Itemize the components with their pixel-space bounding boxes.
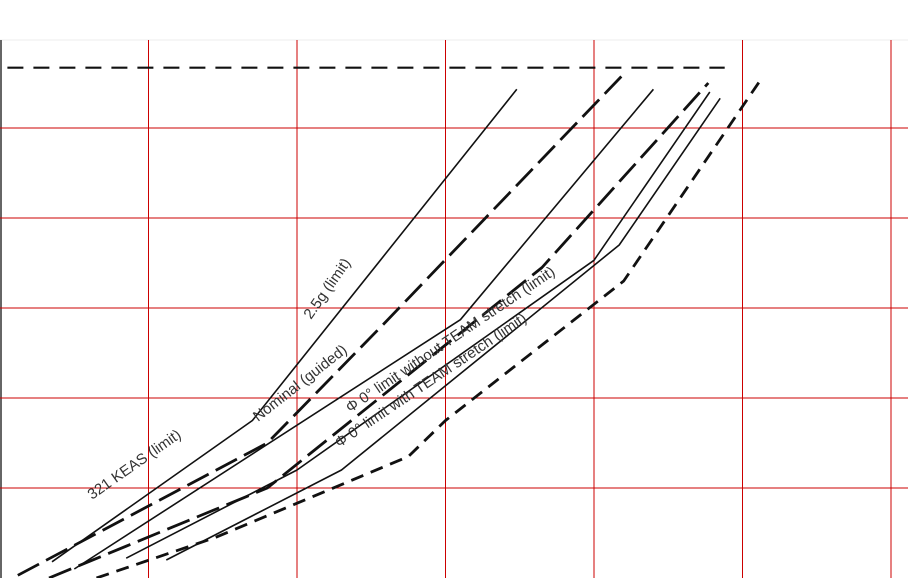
annotation-limit-without-team-stretch: Φ 0° limit without TEAM stretch (limit) <box>343 263 559 416</box>
bound-lines <box>7 66 725 69</box>
series-line-2 <box>51 88 518 563</box>
grid <box>0 39 908 578</box>
series-line-4 <box>48 82 710 578</box>
series-line-1 <box>17 73 625 577</box>
series-lines <box>17 73 762 578</box>
annotations: 321 KEAS (limit) 2.5g (limit) Nominal (g… <box>85 255 559 503</box>
series-line-3 <box>73 88 655 570</box>
annotation-2-5g: 2.5g (limit) <box>300 255 354 322</box>
annotation-321-keas: 321 KEAS (limit) <box>85 426 185 503</box>
annotation-nominal-guided: Nominal (guided) <box>250 341 350 425</box>
annotation-limit-with-team-stretch: Φ 0° limit with TEAM stretch (limit) <box>332 310 530 451</box>
series-line-7 <box>96 79 762 578</box>
series-line-6 <box>165 97 721 561</box>
series-line-5 <box>125 91 711 559</box>
